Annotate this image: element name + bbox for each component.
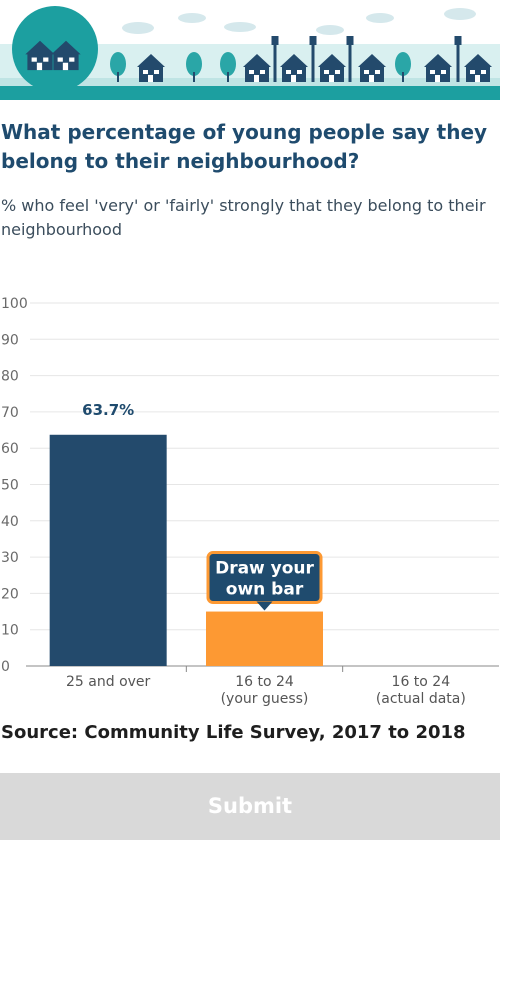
y-tick-label: 90 (1, 332, 19, 348)
y-tick-label: 80 (1, 369, 19, 385)
data-label: 63.7% (82, 401, 134, 419)
bar-chart[interactable]: 0 10 20 30 40 50 60 70 80 90 100 63.7% 25 and over 16… (0, 290, 505, 715)
bar-0 (49, 434, 167, 666)
tooltip-pointer (256, 601, 273, 611)
y-tick-label: 30 (1, 550, 19, 566)
tooltip-text: own bar (226, 580, 304, 600)
x-category-label: (your guess) (221, 691, 309, 707)
chart-subtitle: % who feel 'very' or 'fairly' strongly t… (1, 196, 486, 239)
y-tick-label: 0 (1, 659, 10, 675)
x-category-label: 16 to 24 (392, 674, 451, 690)
source-note: Source: Community Life Survey, 2017 to 2… (1, 722, 466, 743)
x-category-label: 16 to 24 (235, 674, 294, 690)
submit-button[interactable]: Submit (0, 773, 500, 840)
x-category-label: (actual data) (376, 691, 466, 707)
neighbourhood-banner (0, 0, 500, 100)
y-tick-label: 40 (1, 514, 19, 530)
y-tick-label: 60 (1, 441, 19, 457)
y-tick-label: 100 (1, 296, 28, 312)
y-tick-label: 50 (1, 478, 19, 494)
y-tick-label: 20 (1, 586, 19, 602)
y-tick-label: 70 (1, 405, 19, 421)
bar-1[interactable] (206, 611, 323, 666)
tooltip-text: Draw your (215, 559, 314, 579)
chart-title: What percentage of young people say they… (1, 120, 488, 173)
x-category-label: 25 and over (66, 674, 151, 690)
y-tick-label: 10 (1, 623, 19, 639)
